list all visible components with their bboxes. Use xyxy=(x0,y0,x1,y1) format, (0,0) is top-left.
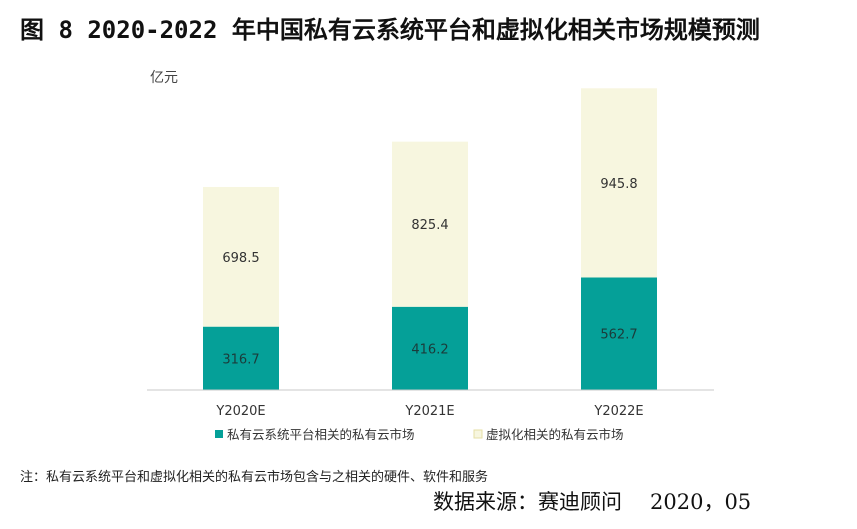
chart-title: 图 8 2020-2022 年中国私有云系统平台和虚拟化相关市场规模预测 xyxy=(20,10,760,45)
data-label-virtualization-y2022e: 945.8 xyxy=(600,177,637,192)
bar-segment-virtualization-y2020e xyxy=(203,186,279,327)
legend-label-virtualization: 虚拟化相关的私有云市场 xyxy=(486,427,624,442)
data-source: 数据来源：赛迪顾问 2020，05 xyxy=(433,486,751,516)
data-label-virtualization-y2020e: 698.5 xyxy=(222,251,259,266)
x-tick-label-y2020e: Y2020E xyxy=(215,404,265,419)
legend-swatch-virtualization xyxy=(473,429,483,439)
stacked-bar-chart: 亿元 316.7 698.5 Y2020E 416.2 825.4 Y2021E 562.7 9… xyxy=(147,70,714,442)
source-date: 2020，05 xyxy=(650,490,752,514)
data-label-platform-y2022e: 562.7 xyxy=(600,328,637,343)
bar-segment-platform-y2021e xyxy=(392,306,468,390)
y-axis-unit-label: 亿元 xyxy=(150,70,178,86)
bar-segment-virtualization-y2022e xyxy=(581,88,657,278)
source-label: 数据来源：赛迪顾问 xyxy=(433,490,622,514)
figure-title: 2020-2022 年中国私有云系统平台和虚拟化相关市场规模预测 xyxy=(87,16,760,44)
bar-segment-virtualization-y2021e xyxy=(392,141,468,307)
figure-label: 图 8 xyxy=(20,16,73,44)
bar-segment-platform-y2022e xyxy=(581,277,657,390)
x-tick-label-y2021e: Y2021E xyxy=(404,404,454,419)
data-label-virtualization-y2021e: 825.4 xyxy=(411,218,448,233)
footnote: 注：私有云系统平台和虚拟化相关的私有云市场包含与之相关的硬件、软件和服务 xyxy=(20,470,489,485)
x-tick-label-y2022e: Y2022E xyxy=(593,404,643,419)
legend-swatch-platform xyxy=(215,430,223,438)
data-label-platform-y2021e: 416.2 xyxy=(411,342,448,357)
data-label-platform-y2020e: 316.7 xyxy=(222,352,259,367)
legend-label-platform: 私有云系统平台相关的私有云市场 xyxy=(227,427,415,442)
bar-segment-platform-y2020e xyxy=(203,326,279,390)
